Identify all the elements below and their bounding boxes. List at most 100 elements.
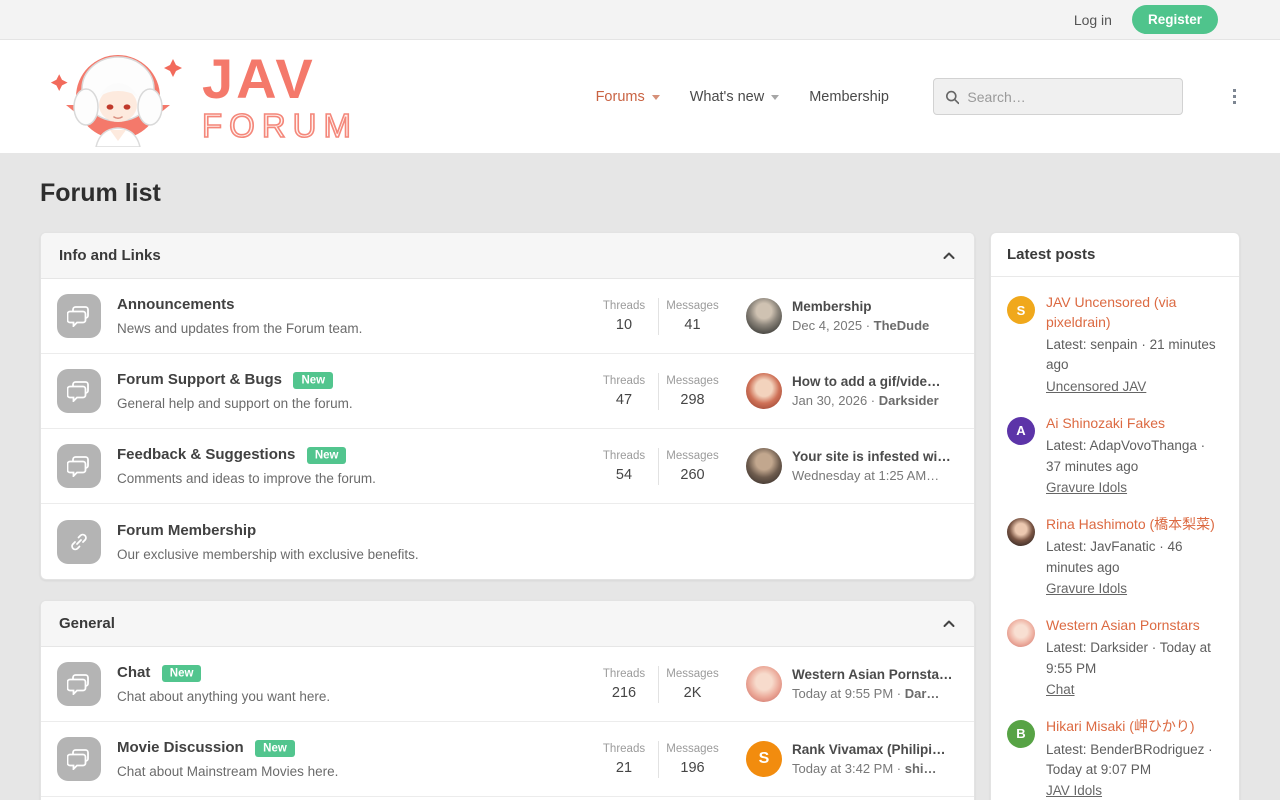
avatar[interactable]: S — [746, 741, 782, 777]
thread-title-link[interactable]: Ai Shinozaki Fakes — [1046, 414, 1166, 431]
latest-posts-list: S JAV Uncensored (via pixeldrain) Latest… — [991, 277, 1239, 800]
avatar[interactable] — [746, 298, 782, 334]
collapse-chevron-up-icon[interactable] — [942, 250, 956, 261]
forum-description: News and updates from the Forum team. — [117, 321, 363, 336]
comments-icon — [67, 381, 89, 402]
register-button[interactable]: Register — [1131, 5, 1218, 34]
avatar[interactable]: S — [1007, 296, 1035, 324]
collapse-chevron-up-icon[interactable] — [942, 618, 956, 629]
messages-label: Messages — [666, 374, 719, 387]
latest-thread-link[interactable]: Your site is infested wi… — [792, 449, 951, 464]
forum-categories: Info and Links Announcements News and — [40, 232, 975, 800]
thread-meta: Latest: AdapVovoThanga · 37 minutes ago — [1046, 438, 1206, 474]
login-link[interactable]: Log in — [1073, 11, 1112, 28]
forum-description: Chat about Mainstream Movies here. — [117, 764, 339, 779]
forum-link[interactable]: Uncensored JAV — [1046, 378, 1147, 394]
search-box[interactable] — [933, 78, 1183, 115]
avatar[interactable]: B — [1007, 719, 1035, 748]
latest-post-item-info: Hikari Misaki (岬ひかり) Latest: BenderBRodr… — [1046, 717, 1223, 800]
threads-value: 10 — [615, 316, 633, 333]
nav-item-whats-new[interactable]: What's new — [690, 89, 780, 105]
top-bar: Log in Register — [0, 0, 1280, 40]
thread-title-link[interactable]: Rina Hashimoto (橋本梨菜) — [1046, 515, 1215, 532]
latest-user[interactable]: TheDude — [873, 318, 930, 333]
category-title: Info and Links — [59, 247, 161, 264]
latest-meta: Today at 9:55 PM · Dar… — [792, 686, 953, 701]
comments-icon — [67, 456, 89, 477]
latest-thread-link[interactable]: Western Asian Pornsta… — [792, 667, 953, 682]
latest-post-info: Western Asian Pornsta… Today at 9:55 PM … — [792, 667, 953, 701]
latest-thread-link[interactable]: Rank Vivamax (Philipi… — [792, 742, 946, 757]
thread-title-link[interactable]: JAV Uncensored (via pixeldrain) — [1046, 294, 1177, 330]
avatar[interactable] — [746, 448, 782, 484]
nav-item-forums[interactable]: Forums — [596, 89, 660, 105]
forum-node-icon — [57, 444, 101, 488]
search-input[interactable] — [967, 88, 1171, 105]
forum-stats: Threads 21 Messages 196 — [590, 740, 726, 778]
threads-value: 54 — [615, 466, 633, 483]
latest-posts-panel: Latest posts S JAV Uncensored (via pixel… — [990, 232, 1240, 800]
forum-info: Announcements News and updates from the … — [117, 296, 590, 336]
thread-meta: Latest: JavFanatic · 46 minutes ago — [1046, 539, 1183, 575]
latest-post: Membership Dec 4, 2025 · TheDude — [746, 298, 958, 334]
forum-link[interactable]: Gravure Idols — [1046, 479, 1128, 495]
avatar[interactable] — [1007, 517, 1035, 546]
nav-item-label: Membership — [809, 88, 889, 105]
messages-stat: Messages 298 — [658, 372, 726, 410]
forum-title-link[interactable]: Announcements — [117, 296, 235, 313]
forum-title-link[interactable]: Feedback & Suggestions — [117, 446, 296, 463]
messages-value: 2K — [683, 684, 702, 701]
forum-stats: Threads 54 Messages 260 — [590, 447, 726, 485]
latest-post-item: Rina Hashimoto (橋本梨菜) Latest: JavFanatic… — [991, 505, 1239, 606]
messages-value: 260 — [680, 466, 705, 483]
forum-info: Movie Discussion New Chat about Mainstre… — [117, 739, 590, 779]
forum-category-block: Info and Links Announcements News and — [40, 232, 975, 580]
threads-value: 216 — [611, 684, 637, 701]
forum-node-icon — [57, 294, 101, 338]
thread-title-link[interactable]: Western Asian Pornstars — [1046, 616, 1200, 633]
latest-thread-link[interactable]: Membership — [792, 299, 872, 314]
latest-user[interactable]: Dar… — [904, 686, 940, 701]
forum-title-link[interactable]: Chat — [117, 664, 151, 681]
latest-user[interactable]: Darksider — [878, 393, 939, 408]
forum-link[interactable]: Gravure Idols — [1046, 580, 1128, 596]
avatar[interactable] — [1007, 618, 1035, 647]
latest-meta: Jan 30, 2026 · Darksider — [792, 393, 941, 408]
threads-value: 21 — [615, 759, 633, 776]
forum-row: Forum Membership Our exclusive membershi… — [41, 504, 974, 579]
latest-post: How to add a gif/vide… Jan 30, 2026 · Da… — [746, 373, 958, 409]
forum-info: Forum Support & Bugs New General help an… — [117, 371, 590, 411]
chevron-down-icon — [651, 95, 660, 100]
main-nav: Forums What's new Membership — [596, 78, 1240, 115]
avatar[interactable] — [746, 666, 782, 702]
avatar[interactable]: A — [1007, 416, 1035, 445]
forum-stats: Threads 47 Messages 298 — [590, 372, 726, 410]
latest-post-info: How to add a gif/vide… Jan 30, 2026 · Da… — [792, 374, 941, 408]
thread-title-link[interactable]: Hikari Misaki (岬ひかり) — [1046, 717, 1195, 734]
messages-value: 196 — [680, 759, 705, 776]
forum-description: Comments and ideas to improve the forum. — [117, 471, 376, 486]
nav-item-membership[interactable]: Membership — [809, 89, 889, 105]
forum-node-icon — [57, 369, 101, 413]
threads-stat: Threads 10 — [590, 298, 658, 335]
sidebar: Latest posts S JAV Uncensored (via pixel… — [990, 232, 1240, 800]
forum-title-link[interactable]: Forum Membership — [117, 521, 257, 539]
page-title: Forum list — [40, 179, 161, 207]
latest-user[interactable]: shi… — [904, 761, 937, 776]
kebab-menu-icon[interactable] — [1229, 85, 1240, 108]
avatar[interactable] — [746, 373, 782, 409]
site-logo[interactable]: JAV FORUM — [40, 47, 358, 147]
forum-title-link[interactable]: Movie Discussion — [117, 739, 244, 756]
forum-link[interactable]: JAV Idols — [1046, 783, 1103, 799]
forum-title-link[interactable]: Forum Support & Bugs — [117, 371, 282, 388]
comments-icon — [67, 749, 89, 770]
latest-post-item: S JAV Uncensored (via pixeldrain) Latest… — [991, 283, 1239, 404]
latest-post-item: B Hikari Misaki (岬ひかり) Latest: BenderBRo… — [991, 707, 1239, 800]
threads-label: Threads — [602, 449, 646, 462]
messages-value: 41 — [684, 316, 701, 333]
forum-link[interactable]: Chat — [1046, 681, 1075, 697]
latest-date: Dec 4, 2025 · — [792, 318, 874, 333]
forum-description: General help and support on the forum. — [117, 396, 353, 411]
latest-thread-link[interactable]: How to add a gif/vide… — [792, 374, 941, 389]
chevron-down-icon — [771, 95, 780, 100]
